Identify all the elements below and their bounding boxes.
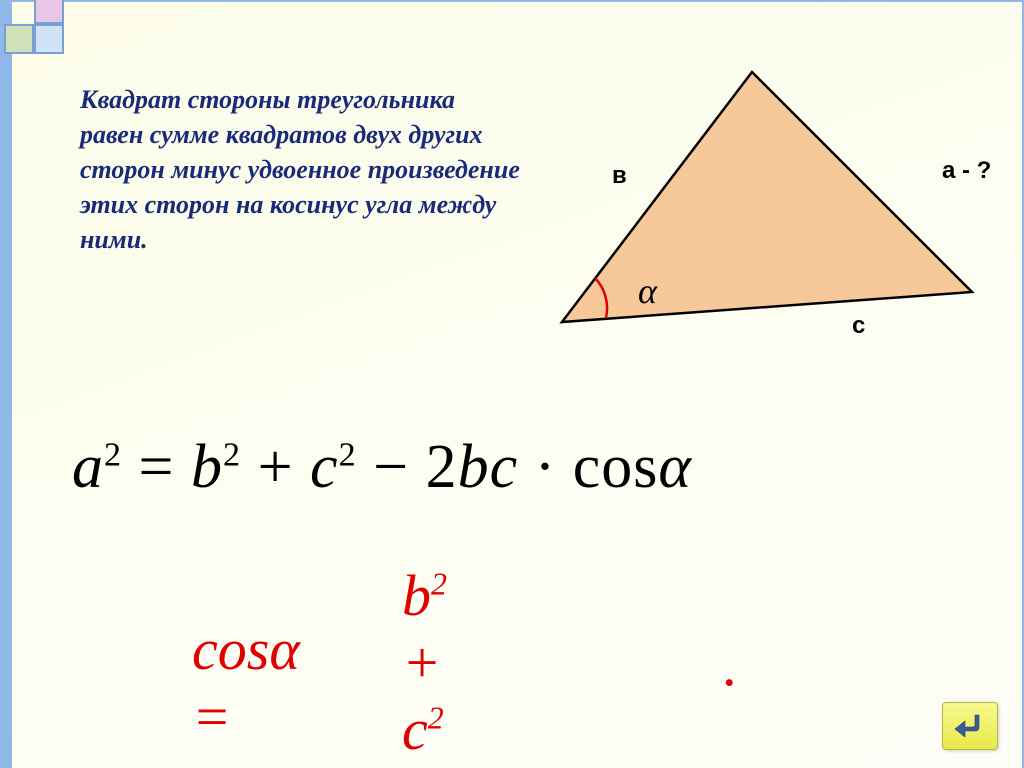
coef-2: 2 [426, 433, 458, 501]
cdot: · [535, 433, 573, 501]
alpha: α [658, 433, 692, 501]
exp-2: 2 [339, 436, 357, 473]
plus-sign: + [258, 433, 310, 501]
cos-fn: cos [192, 617, 269, 682]
eq-sign: = [192, 684, 231, 749]
var-c: c [402, 697, 428, 762]
return-button[interactable] [942, 702, 998, 750]
slide: Квадрат стороны треугольника равен сумме… [0, 0, 1024, 768]
minus-sign: − [373, 433, 425, 501]
side-b-label: в [612, 162, 627, 190]
exp-2: 2 [104, 436, 122, 473]
triangle-diagram: в с а - ? α [542, 62, 1022, 362]
var-a: a [72, 433, 104, 501]
corner-decoration [4, 0, 76, 66]
angle-alpha-label: α [638, 270, 657, 312]
cos-fn: cos [573, 433, 659, 501]
formula-law-of-cosines: a2 = b2 + c2 − 2bc · cosα [72, 432, 692, 503]
var-c: c [310, 433, 339, 501]
theorem-text: Квадрат стороны треугольника равен сумме… [80, 82, 520, 257]
var-bc: bc [458, 433, 519, 501]
formula-lhs: cosα = [192, 616, 300, 750]
side-c-label: с [852, 312, 865, 340]
side-a-query-label: а - ? [942, 157, 991, 185]
trailing-dot: . [722, 632, 737, 699]
triangle-shape [562, 72, 972, 322]
var-b: b [402, 563, 431, 628]
exp-2: 2 [223, 436, 241, 473]
var-b: b [191, 433, 223, 501]
deco-square-main [34, 24, 64, 54]
alpha: α [269, 617, 299, 682]
numerator: b2 + c2 − a2 [392, 562, 496, 768]
eq-sign: = [139, 433, 191, 501]
return-arrow-icon [953, 709, 987, 743]
fraction: b2 + c2 − a2 2bc [392, 562, 496, 768]
triangle-svg [542, 62, 1022, 362]
deco-square-left [4, 24, 34, 54]
deco-square-top [34, 0, 64, 24]
